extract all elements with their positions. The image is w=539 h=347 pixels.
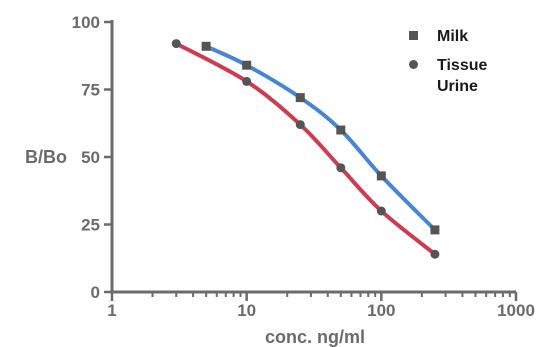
axes: 0 25 50 75 100 1 10 100 1000 — [72, 13, 535, 320]
y-axis-title: B/Bo — [25, 147, 67, 167]
data-point-tissue-urine — [376, 206, 386, 216]
data-point-milk — [336, 125, 346, 135]
legend-label: Tissue — [437, 57, 488, 74]
data-point-milk — [242, 60, 252, 70]
data-point-tissue-urine — [171, 39, 181, 49]
data-point-milk — [201, 41, 211, 51]
legend-square-marker — [409, 31, 418, 40]
markers — [171, 39, 440, 259]
x-tick-label: 1000 — [497, 301, 535, 320]
data-point-milk — [295, 93, 305, 103]
legend: Milk Tissue Urine — [409, 28, 488, 95]
x-tick-label: 10 — [237, 301, 256, 320]
data-point-tissue-urine — [242, 76, 252, 86]
x-tick-label: 100 — [367, 301, 395, 320]
x-axis-title: conc. ng/ml — [265, 327, 365, 347]
curve-milk — [204, 44, 437, 232]
data-point-milk — [376, 171, 386, 181]
x-tick-label: 1 — [107, 301, 116, 320]
y-tick-label: 25 — [81, 216, 100, 235]
y-tick-label: 50 — [81, 148, 100, 167]
curve-tissue-urine — [174, 41, 437, 257]
data-point-tissue-urine — [336, 163, 346, 173]
data-point-tissue-urine — [430, 249, 440, 259]
legend-circle-marker — [409, 60, 418, 69]
legend-label: Urine — [437, 78, 478, 95]
legend-label: Milk — [437, 28, 468, 45]
y-tick-label: 100 — [72, 13, 100, 32]
data-point-tissue-urine — [295, 120, 305, 130]
data-point-milk — [430, 225, 440, 235]
y-tick-label: 0 — [91, 283, 100, 302]
y-tick-label: 75 — [81, 81, 100, 100]
curves — [174, 41, 437, 257]
